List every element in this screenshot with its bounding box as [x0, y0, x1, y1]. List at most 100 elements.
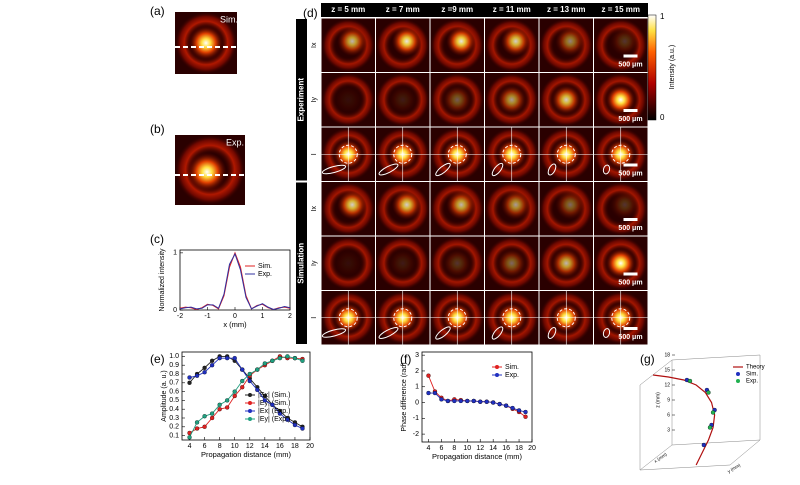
panel-label: (g) — [640, 352, 655, 366]
box-edge — [671, 439, 761, 446]
data-point — [240, 385, 245, 390]
scale-label: 500 μm — [618, 279, 642, 286]
legend-marker — [495, 365, 499, 369]
legend-label: |Ey| (Exp.) — [258, 416, 290, 423]
x-tick-label: 10 — [463, 445, 471, 452]
data-point — [701, 442, 706, 448]
series-line — [189, 355, 303, 428]
series-line — [189, 355, 303, 438]
polarization-ellipse — [435, 326, 451, 340]
polarization-ellipse — [321, 164, 347, 175]
y-tick-label: 0.3 — [169, 415, 179, 422]
group-label: Simulation — [297, 243, 306, 284]
image-spot — [555, 26, 586, 57]
image-spot — [496, 84, 527, 115]
scale-bar — [623, 272, 638, 276]
data-point — [277, 411, 283, 416]
image-spot — [391, 189, 422, 220]
y-tick-label: 0.6 — [169, 388, 179, 395]
column-header: z =9 mm — [441, 5, 473, 14]
data-point — [225, 405, 230, 410]
data-point — [687, 378, 693, 384]
x-tick-label: 10 — [231, 443, 239, 450]
data-point — [217, 356, 222, 361]
data-point — [710, 410, 716, 415]
data-point — [270, 358, 275, 363]
box-edge — [639, 359, 673, 386]
y-tick-label: 2 — [415, 368, 419, 375]
legend-marker — [248, 417, 252, 421]
dashed-circle — [338, 144, 358, 164]
colorbar-label: Intensity (a.u.) — [669, 45, 676, 89]
image-spot — [609, 26, 640, 57]
group-bar — [296, 182, 307, 344]
legend-marker — [736, 379, 740, 383]
x-tick-label: 12 — [246, 443, 254, 450]
y-tick-label: -2 — [413, 431, 419, 438]
image-spot — [446, 26, 477, 57]
data-point — [262, 393, 267, 399]
data-point — [706, 390, 711, 395]
data-point — [432, 390, 438, 396]
row-label: Iy — [311, 97, 318, 103]
y-tick-label: 0.1 — [169, 432, 179, 439]
box-edge — [639, 464, 731, 471]
z-tick-label: 9 — [667, 397, 670, 403]
data-point — [194, 420, 200, 425]
series-line — [428, 375, 526, 418]
colorbar-min: 0 — [660, 113, 665, 122]
data-point — [277, 356, 283, 361]
x-tick-label: 8 — [452, 445, 456, 452]
image-spot — [391, 26, 422, 57]
image-spot — [605, 248, 636, 279]
plot-frame — [181, 351, 311, 441]
data-point — [523, 414, 528, 419]
z-tick-label: 18 — [664, 352, 670, 358]
box-edge — [639, 444, 673, 471]
row-label: I — [311, 317, 318, 319]
polarization-ellipse — [491, 162, 504, 177]
column-header: z = 7 mm — [386, 5, 420, 14]
legend-label: |Ey| (Sim.) — [258, 400, 290, 407]
data-point — [491, 400, 496, 405]
x-axis-label: x (mm) — [223, 320, 247, 329]
row-label: Iy — [311, 260, 318, 266]
y-axis-label: Phase difference (rad) — [401, 362, 408, 431]
y-tick-label: 1 — [173, 250, 177, 257]
image-spot — [333, 84, 364, 115]
colorbar — [647, 14, 657, 121]
data-point — [232, 393, 237, 399]
legend-marker — [495, 373, 499, 377]
scale-label: 500 μm — [618, 225, 642, 232]
x-tick-label: 18 — [291, 443, 299, 450]
data-point — [707, 425, 713, 430]
image-tag: Exp. — [226, 137, 244, 147]
colorbar-max: 1 — [660, 12, 665, 21]
x-tick-label: 20 — [528, 445, 536, 452]
data-point — [426, 390, 431, 396]
image-spot — [605, 84, 636, 115]
dashed-circle — [502, 308, 522, 328]
x-tick-label: 8 — [218, 443, 222, 450]
box-edge — [729, 439, 761, 466]
legend-label: Exp. — [258, 271, 272, 278]
plot-frame — [421, 351, 533, 443]
row-label: Ix — [311, 206, 318, 212]
data-point — [209, 358, 215, 363]
polarization-ellipse — [602, 164, 611, 175]
data-point — [209, 411, 215, 416]
dashed-circle — [447, 308, 467, 328]
y-tick-label: 0.8 — [169, 371, 179, 378]
panel-label: (a) — [150, 4, 165, 18]
scale-bar — [623, 54, 638, 58]
data-point — [255, 387, 260, 392]
polarization-ellipse — [321, 328, 347, 338]
column-header: z = 5 mm — [331, 5, 365, 14]
image-spot — [337, 189, 368, 220]
x-tick-label: 0 — [233, 313, 237, 320]
y-tick-label: 1 — [415, 384, 419, 391]
scale-bar — [623, 109, 638, 112]
image-spot — [500, 189, 531, 220]
data-point — [240, 378, 245, 384]
